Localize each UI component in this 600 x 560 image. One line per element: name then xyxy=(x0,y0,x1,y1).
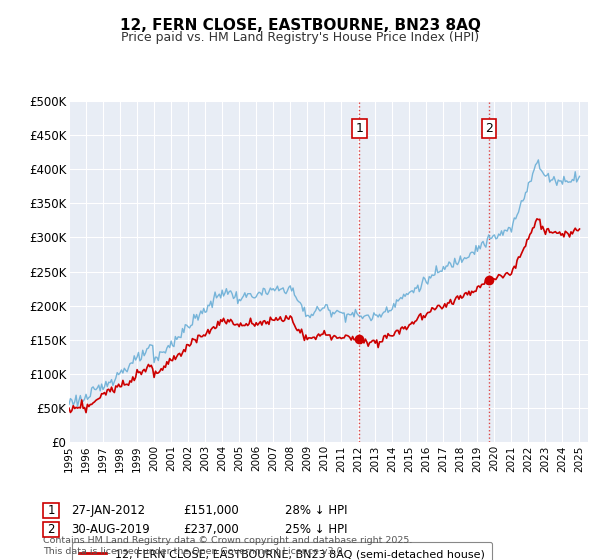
Text: 28% ↓ HPI: 28% ↓ HPI xyxy=(285,504,347,517)
Text: 2: 2 xyxy=(47,523,55,536)
Text: 12, FERN CLOSE, EASTBOURNE, BN23 8AQ: 12, FERN CLOSE, EASTBOURNE, BN23 8AQ xyxy=(119,18,481,32)
Text: 25% ↓ HPI: 25% ↓ HPI xyxy=(285,523,347,536)
Text: 2: 2 xyxy=(485,122,493,134)
Text: £151,000: £151,000 xyxy=(183,504,239,517)
Text: £237,000: £237,000 xyxy=(183,523,239,536)
Legend: 12, FERN CLOSE, EASTBOURNE, BN23 8AQ (semi-detached house), HPI: Average price, : 12, FERN CLOSE, EASTBOURNE, BN23 8AQ (se… xyxy=(72,542,492,560)
Text: 1: 1 xyxy=(356,122,364,134)
Text: Contains HM Land Registry data © Crown copyright and database right 2025.
This d: Contains HM Land Registry data © Crown c… xyxy=(43,536,413,556)
Text: 30-AUG-2019: 30-AUG-2019 xyxy=(71,523,149,536)
Text: 27-JAN-2012: 27-JAN-2012 xyxy=(71,504,145,517)
Text: 1: 1 xyxy=(47,504,55,517)
Text: Price paid vs. HM Land Registry's House Price Index (HPI): Price paid vs. HM Land Registry's House … xyxy=(121,31,479,44)
